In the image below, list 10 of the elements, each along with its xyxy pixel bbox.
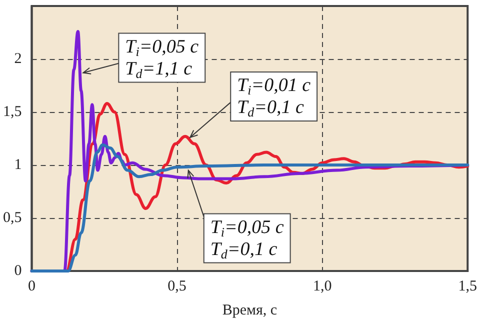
y-tick-label: 0 <box>14 263 22 279</box>
x-tick-label: 1,0 <box>312 278 332 294</box>
x-tick-label: 0,5 <box>168 278 186 294</box>
y-tick-label: 1,5 <box>3 104 22 120</box>
y-tick-label: 1 <box>14 157 22 173</box>
y-tick-label: 2 <box>14 51 22 67</box>
x-tick-label: 0 <box>28 278 36 294</box>
y-tick-label: 0,5 <box>3 210 22 226</box>
x-axis-title: Время, с <box>222 302 278 318</box>
x-tick-label: 1,5 <box>458 278 477 294</box>
